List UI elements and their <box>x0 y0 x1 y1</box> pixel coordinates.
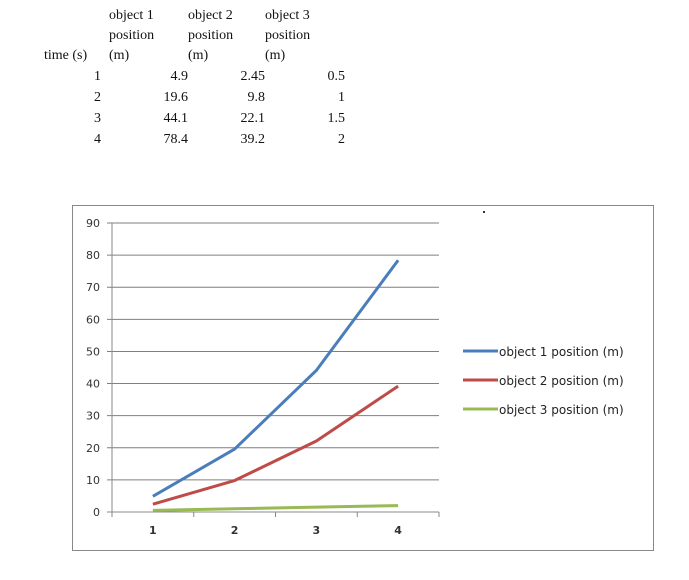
x-tick-label: 1 <box>149 524 157 537</box>
chart-frame <box>72 205 654 551</box>
header-text: time (s) <box>44 48 88 63</box>
x-tick-label: 3 <box>313 524 321 537</box>
series-line-3 <box>152 504 399 512</box>
series-line-1 <box>152 259 400 498</box>
table-cell: 1 <box>94 69 101 84</box>
header-time: time (s) <box>44 6 109 66</box>
table-cell: 44.1 <box>163 111 189 126</box>
table-cell: 4 <box>94 132 101 147</box>
header-text: (m) <box>188 48 209 63</box>
header-text: object 1 <box>109 8 154 23</box>
header-text: object 3 <box>265 8 310 23</box>
y-tick-label: 0 <box>93 506 100 519</box>
y-tick-label: 20 <box>86 442 100 455</box>
table-cell: 39.2 <box>240 132 266 147</box>
table-cell: 2 <box>94 90 101 105</box>
header-object-1: object 1 position (m) <box>109 6 188 66</box>
header-text: object 2 <box>188 8 233 23</box>
table-header-row: time (s) object 1 position (m) object 2 pos… <box>44 6 345 66</box>
table-cell: 1 <box>338 90 345 105</box>
header-text: position <box>265 28 311 43</box>
table-row: 2 19.6 9.8 1 <box>44 87 345 108</box>
header-text: position <box>109 28 155 43</box>
table-row: 3 44.1 22.1 1.5 <box>44 108 345 129</box>
header-object-3: object 3 position (m) <box>265 6 345 66</box>
table-cell: 0.5 <box>327 69 346 84</box>
table-cell: 4.9 <box>170 69 189 84</box>
y-tick-label: 90 <box>86 217 100 230</box>
legend-label: object 1 position (m) <box>499 345 624 359</box>
table-cell: 78.4 <box>163 132 189 147</box>
header-text: (m) <box>109 48 130 63</box>
x-tick-label: 2 <box>231 524 239 537</box>
table-cell: 1.5 <box>327 111 346 126</box>
table-cell: 2 <box>338 132 345 147</box>
table-cell: 22.1 <box>240 111 266 126</box>
table-row: 4 78.4 39.2 2 <box>44 129 345 150</box>
header-text: position <box>188 28 234 43</box>
y-tick-label: 80 <box>86 249 100 262</box>
y-tick-label: 60 <box>86 313 100 326</box>
table-row: 1 4.9 2.45 0.5 <box>44 66 345 87</box>
series-line-2 <box>152 384 399 506</box>
legend-label: object 3 position (m) <box>499 403 624 417</box>
data-table: time (s) object 1 position (m) object 2 pos… <box>44 6 345 150</box>
x-tick-label: 4 <box>394 524 402 537</box>
y-tick-label: 40 <box>86 378 100 391</box>
header-object-2: object 2 position (m) <box>188 6 265 66</box>
legend-label: object 2 position (m) <box>499 374 624 388</box>
table-cell: 2.45 <box>240 69 266 84</box>
table-cell: 19.6 <box>163 90 189 105</box>
table-cell: 9.8 <box>247 90 266 105</box>
y-tick-label: 70 <box>86 281 100 294</box>
y-tick-label: 30 <box>86 410 100 423</box>
table-cell: 3 <box>94 111 101 126</box>
stray-dot <box>483 211 485 213</box>
y-tick-label: 10 <box>86 474 100 487</box>
header-text: (m) <box>265 48 286 63</box>
y-tick-label: 50 <box>86 345 100 358</box>
